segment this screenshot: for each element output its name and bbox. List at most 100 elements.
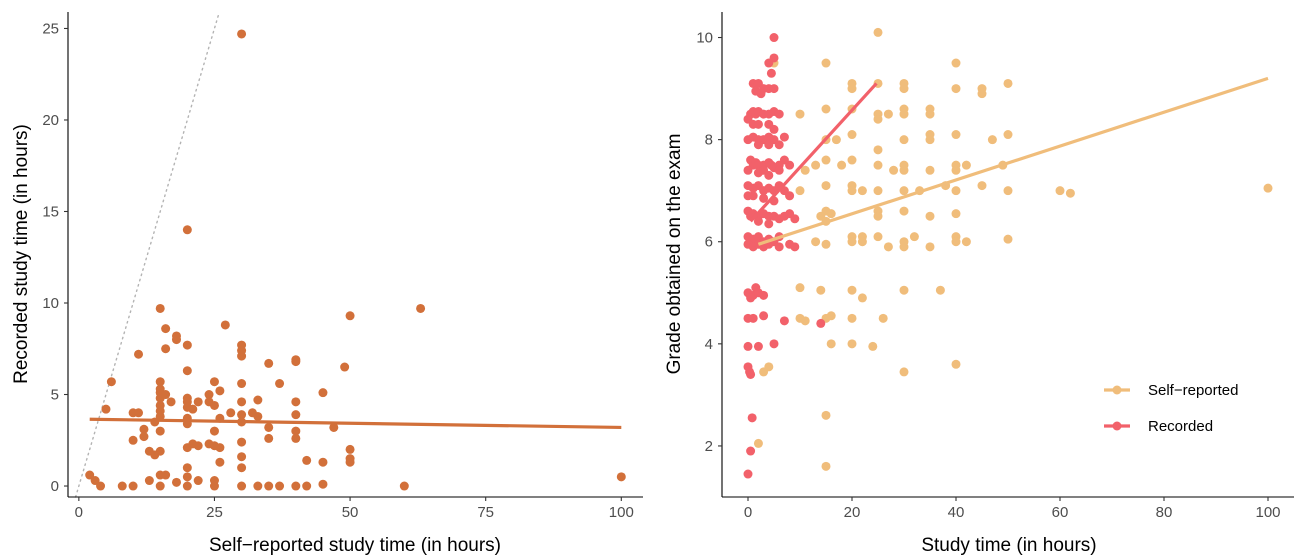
- data-point: [779, 132, 789, 142]
- data-point: [847, 285, 857, 295]
- data-point: [193, 397, 203, 407]
- data-point: [193, 441, 203, 451]
- y-tick-label: 5: [51, 387, 59, 404]
- right-axis-ticks: 0 20 40 60 80 100 2 4 6 8 10: [696, 30, 1280, 521]
- data-point: [977, 181, 987, 191]
- data-point: [171, 477, 181, 487]
- legend-label-self-reported: Self−reported: [1148, 382, 1238, 399]
- data-point: [925, 211, 935, 221]
- data-point: [873, 160, 883, 170]
- data-point: [237, 29, 247, 39]
- data-point: [237, 351, 247, 361]
- data-point: [150, 450, 160, 460]
- left-scatter-panel: 0 25 50 75 100 0 5 10 15 20 25 Self−reported study…: [11, 11, 643, 556]
- right-x-axis-title: Study time (in hours): [921, 535, 1096, 556]
- data-point: [847, 313, 857, 323]
- y-tick-label: 2: [705, 438, 713, 455]
- data-point: [215, 386, 225, 396]
- data-point: [237, 437, 247, 447]
- data-point: [753, 119, 763, 129]
- data-point: [139, 432, 149, 442]
- data-point: [220, 320, 230, 330]
- data-point: [759, 290, 769, 300]
- data-point: [264, 481, 274, 491]
- data-point: [899, 285, 909, 295]
- data-point: [85, 470, 95, 480]
- left-axis-ticks: 0 25 50 75 100 0 5 10 15 20 25: [42, 20, 634, 521]
- data-point: [182, 472, 192, 482]
- y-tick-label: 10: [696, 30, 713, 47]
- data-point: [215, 457, 225, 467]
- data-point: [161, 324, 171, 334]
- data-point: [987, 135, 997, 145]
- data-point: [961, 237, 971, 247]
- data-point: [743, 469, 753, 479]
- legend: Self−reported Recorded: [1104, 382, 1238, 435]
- data-point: [746, 369, 756, 379]
- data-point: [743, 341, 753, 351]
- y-tick-label: 4: [705, 336, 713, 353]
- x-tick-label: 20: [844, 504, 861, 521]
- y-tick-label: 8: [705, 132, 713, 149]
- data-point: [769, 33, 779, 43]
- y-tick-label: 0: [51, 478, 59, 495]
- y-tick-label: 25: [42, 20, 59, 37]
- data-point: [237, 452, 247, 462]
- identity-reference-line: [74, 11, 221, 498]
- data-point: [161, 344, 171, 354]
- data-point: [748, 313, 758, 323]
- data-point: [899, 186, 909, 196]
- data-point: [873, 211, 883, 221]
- x-tick-label: 40: [948, 504, 965, 521]
- data-point: [821, 58, 831, 68]
- data-point: [764, 170, 774, 180]
- data-point: [318, 388, 328, 398]
- data-point: [291, 410, 301, 420]
- data-point: [237, 410, 247, 420]
- x-tick-label: 75: [477, 504, 494, 521]
- data-point: [951, 130, 961, 140]
- data-point: [774, 165, 784, 175]
- data-point: [821, 155, 831, 165]
- data-point: [90, 476, 100, 486]
- data-point: [774, 109, 784, 119]
- x-tick-label: 80: [1156, 504, 1173, 521]
- fit-line: [89, 417, 622, 430]
- data-point: [769, 124, 779, 134]
- data-point: [182, 481, 192, 491]
- data-point: [302, 455, 312, 465]
- data-point: [1055, 186, 1065, 196]
- data-point: [857, 186, 867, 196]
- data-point: [769, 339, 779, 349]
- data-point: [101, 404, 111, 414]
- y-tick-label: 20: [42, 112, 59, 129]
- data-point: [837, 160, 847, 170]
- x-tick-label: 60: [1052, 504, 1069, 521]
- data-point: [821, 239, 831, 249]
- series-recorded: [743, 33, 826, 479]
- data-point: [899, 367, 909, 377]
- data-point: [935, 285, 945, 295]
- data-point: [766, 68, 776, 78]
- data-point: [779, 316, 789, 326]
- right-data-marks: [743, 27, 1273, 479]
- data-point: [847, 237, 857, 247]
- data-point: [821, 104, 831, 114]
- data-point: [616, 472, 626, 482]
- left-x-axis-title: Self−reported study time (in hours): [209, 535, 501, 556]
- legend-label-recorded: Recorded: [1148, 418, 1213, 435]
- data-point: [925, 242, 935, 252]
- data-point: [951, 186, 961, 196]
- data-point: [821, 181, 831, 191]
- data-point: [899, 242, 909, 252]
- data-point: [925, 109, 935, 119]
- data-point: [128, 435, 138, 445]
- data-point: [790, 242, 800, 252]
- data-point: [847, 130, 857, 140]
- data-point: [1003, 130, 1013, 140]
- data-point: [144, 476, 154, 486]
- data-point: [857, 293, 867, 303]
- data-point: [155, 426, 165, 436]
- data-point: [925, 135, 935, 145]
